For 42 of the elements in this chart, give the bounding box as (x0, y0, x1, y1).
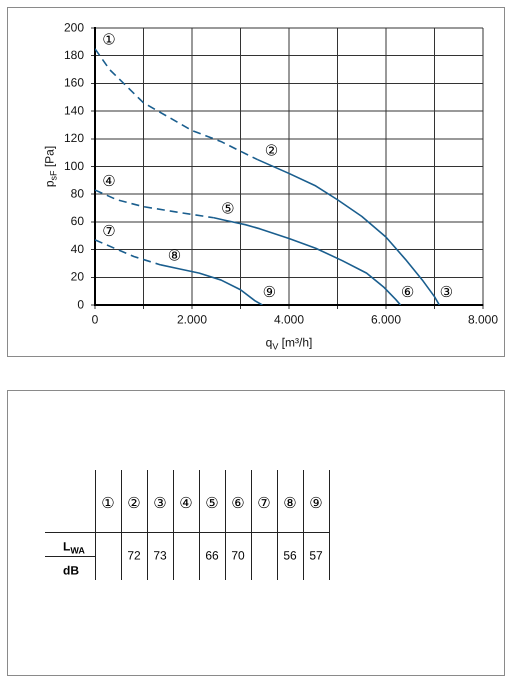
data-label: 57 (309, 548, 323, 562)
y-tick-label: 200 (64, 20, 84, 34)
data-label: 56 (283, 548, 297, 562)
annotation: ③ (440, 282, 454, 301)
x-tick-label: ② (127, 494, 141, 512)
x-tick-label: 0 (92, 312, 99, 327)
annotation: ⑥ (400, 282, 414, 301)
y-tick-label: 100 (64, 158, 84, 173)
y-tick-label: 0 (77, 297, 84, 312)
x-tick-label: ⑤ (205, 494, 219, 512)
y-tick-label: 120 (64, 131, 84, 146)
x-tick-label: ① (101, 494, 115, 512)
x-tick-label: ⑦ (257, 494, 271, 512)
x-tick-label: 2.000 (176, 312, 208, 327)
y-axis-title: psF [Pa] (42, 146, 58, 188)
y-tick-label: 20 (70, 270, 84, 284)
x-tick-label: ⑧ (283, 494, 297, 512)
y-tick-label: 40 (70, 242, 84, 256)
annotation: ① (102, 30, 116, 49)
annotation: ④ (102, 172, 116, 190)
x-tick-label: ③ (153, 494, 167, 512)
y-tick-label: 180 (64, 48, 84, 62)
y-tick-label: 160 (64, 76, 84, 90)
x-tick-label: ④ (179, 494, 193, 512)
x-tick-label: 8.000 (468, 312, 498, 327)
x-tick-label: 4.000 (274, 312, 304, 327)
y-axis-title: dB (63, 563, 80, 578)
y-tick-label: 140 (64, 103, 84, 118)
annotation: ⑧ (168, 246, 182, 265)
data-label: 72 (127, 548, 141, 562)
x-tick-label: 6.000 (370, 312, 402, 327)
data-label: 66 (205, 548, 219, 562)
y-tick-label: 60 (70, 214, 84, 228)
x-tick-label: ⑨ (309, 494, 323, 512)
annotation: ② (264, 141, 278, 160)
x-tick-label: ⑥ (231, 494, 245, 512)
data-label: 70 (231, 548, 245, 562)
y-tick-label: 80 (70, 186, 84, 201)
annotation: ⑦ (102, 222, 116, 240)
annotation: ⑤ (221, 200, 235, 218)
data-label: 73 (153, 548, 167, 562)
annotation: ⑨ (262, 282, 276, 301)
